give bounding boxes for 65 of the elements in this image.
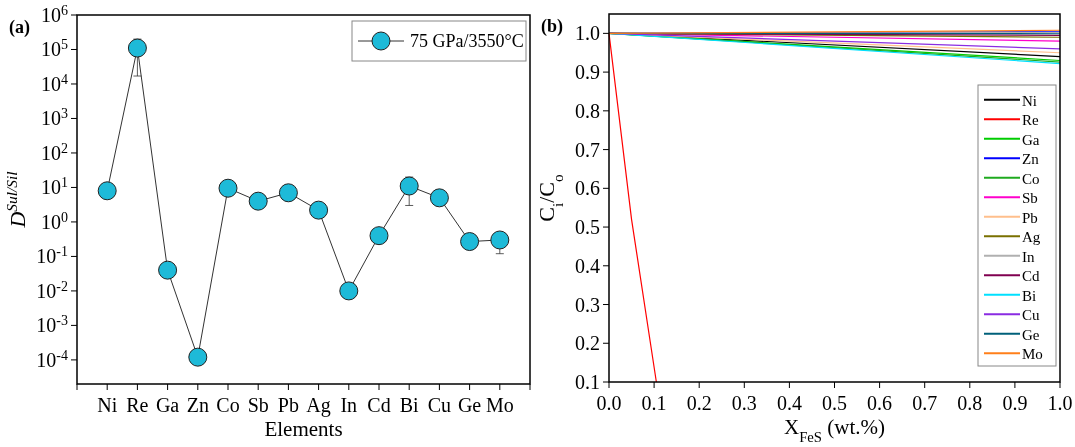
legend-label: 75 GPa/3550°C <box>410 31 524 51</box>
y-tick-label: 10$^{6}$ <box>41 2 68 26</box>
y-tick-label: 0.4 <box>575 254 600 277</box>
y-tick-label: 10$^{-3}$ <box>36 312 68 337</box>
legend-label: Ge <box>1022 326 1040 343</box>
y-tick-label: 1.0 <box>575 22 600 45</box>
x-tick-label: Pb <box>277 394 299 416</box>
legend-label: Co <box>1022 170 1040 187</box>
y-tick-label: 10$^{2}$ <box>41 140 68 164</box>
text: (a) <box>9 17 30 38</box>
y-tick-label: 10$^{-2}$ <box>36 278 68 302</box>
y-tick-label: 0.5 <box>575 216 600 239</box>
y-tick-label: 0.7 <box>575 138 600 161</box>
x-tick-label: 1.0 <box>1047 392 1073 414</box>
y-tick-label: 0.9 <box>575 61 600 84</box>
x-tick-label: Ge <box>457 394 482 416</box>
x-tick-label: Cd <box>367 394 391 416</box>
legend-label: Ni <box>1022 92 1037 109</box>
y-tick-label: 10$^{-1}$ <box>36 243 68 268</box>
x-tick-label: 0.3 <box>731 392 757 414</box>
y-tick-label: 0.3 <box>575 293 600 316</box>
x-tick-label: 0.8 <box>957 392 983 414</box>
y-tick-label: 10$^{5}$ <box>41 36 68 61</box>
x-tick-label: In <box>340 394 358 416</box>
y-tick-label: 0.6 <box>575 177 600 200</box>
legend-label: Cd <box>1022 268 1040 285</box>
y-tick-label: 10$^{-4}$ <box>36 347 68 371</box>
x-tick-label: 0.5 <box>822 392 847 414</box>
x-tick-label: 0.2 <box>686 392 712 414</box>
x-tick-label: Sb <box>247 394 269 416</box>
y-tick-label: 0.2 <box>575 332 600 355</box>
legend-label: Re <box>1022 112 1039 129</box>
y-tick-label: 10$^{4}$ <box>41 71 68 95</box>
x-tick-label: Bi <box>399 394 420 416</box>
x-tick-label: Ni <box>97 394 118 416</box>
y-tick-label: 0.1 <box>575 371 600 393</box>
x-tick-label: Ga <box>155 394 180 416</box>
x-tick-label: 0.1 <box>641 392 667 414</box>
legend-label: In <box>1022 248 1035 265</box>
x-tick-label: Co <box>216 394 240 416</box>
x-tick-label: 0.4 <box>776 392 802 414</box>
y-tick-label: 0.8 <box>575 99 600 122</box>
y-tick-label: 10$^{0}$ <box>41 209 68 233</box>
legend-label: Bi <box>1022 287 1037 304</box>
legend-label: Cu <box>1022 307 1040 324</box>
x-tick-label: 0.7 <box>912 392 938 414</box>
y-tick-label: 10$^{3}$ <box>41 105 68 130</box>
legend-label: Sb <box>1022 190 1038 207</box>
x-tick-label: Re <box>126 394 149 416</box>
legend-label: Pb <box>1022 209 1038 226</box>
x-axis-title: X$_{FeS}$ (wt.%) <box>783 415 886 445</box>
x-tick-label: 0.6 <box>867 392 893 414</box>
x-tick-label: Ag <box>306 394 331 417</box>
text: (b) <box>541 16 563 37</box>
legend-label: Ag <box>1022 229 1041 246</box>
x-tick-label: Mo <box>485 394 514 416</box>
legend-label: Zn <box>1022 151 1040 168</box>
x-tick-label: 0.9 <box>1002 392 1028 414</box>
x-tick-label: 0.0 <box>596 392 622 414</box>
legend-label: Mo <box>1022 346 1043 363</box>
legend-label: Ga <box>1022 131 1040 148</box>
x-tick-label: Cu <box>427 394 452 416</box>
y-tick-label: 10$^{1}$ <box>41 174 68 199</box>
x-axis-title: Elements <box>264 417 343 441</box>
x-tick-label: Zn <box>186 394 209 416</box>
